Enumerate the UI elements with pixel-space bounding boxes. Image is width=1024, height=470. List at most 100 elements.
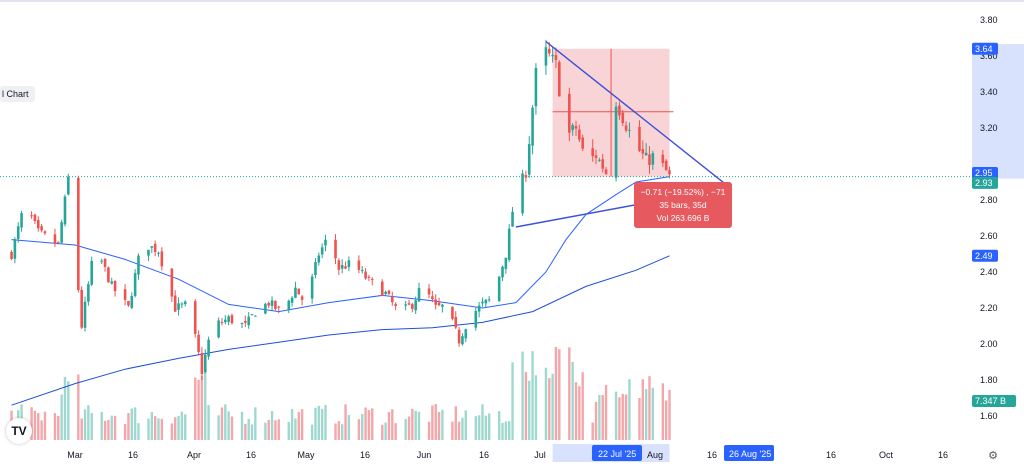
candle-body[interactable] (441, 304, 444, 307)
candle-body[interactable] (57, 241, 60, 243)
candle-body[interactable] (511, 211, 514, 227)
candle-body[interactable] (507, 228, 511, 260)
gear-icon[interactable]: ⚙ (988, 450, 998, 462)
candle-body[interactable] (367, 276, 371, 278)
candle-body[interactable] (477, 305, 481, 312)
candle-body[interactable] (614, 106, 618, 178)
candle-body[interactable] (294, 287, 297, 298)
candle-body[interactable] (347, 260, 351, 268)
candle-body[interactable] (668, 170, 671, 175)
candle-body[interactable] (568, 93, 571, 133)
candle-body[interactable] (53, 234, 57, 244)
candle-body[interactable] (267, 302, 271, 306)
candle-body[interactable] (133, 273, 137, 297)
candle-body[interactable] (434, 299, 438, 305)
candle-body[interactable] (598, 159, 601, 161)
candle-body[interactable] (534, 68, 538, 107)
candle-body[interactable] (43, 231, 47, 234)
candle-body[interactable] (451, 306, 454, 319)
candle-body[interactable] (581, 137, 584, 149)
candle-body[interactable] (464, 329, 468, 339)
candle-body[interactable] (437, 302, 441, 306)
candle-body[interactable] (147, 249, 150, 256)
candle-body[interactable] (197, 334, 200, 353)
candle-body[interactable] (547, 48, 551, 54)
candle-body[interactable] (648, 154, 651, 166)
candle-body[interactable] (87, 284, 90, 302)
candle-body[interactable] (527, 144, 531, 175)
candle-body[interactable] (414, 300, 417, 311)
candle-body[interactable] (274, 300, 277, 310)
candle-body[interactable] (558, 62, 561, 97)
candle-body[interactable] (628, 129, 631, 131)
candle-body[interactable] (173, 295, 177, 312)
candle-body[interactable] (113, 281, 117, 292)
candle-body[interactable] (370, 278, 374, 280)
candle-body[interactable] (334, 239, 337, 259)
candle-body[interactable] (484, 299, 488, 304)
candle-body[interactable] (481, 301, 484, 304)
candle-body[interactable] (314, 262, 317, 275)
candle-body[interactable] (344, 266, 347, 269)
candle-body[interactable] (571, 125, 574, 131)
candles[interactable] (10, 39, 671, 380)
candle-body[interactable] (380, 281, 384, 297)
candle-body[interactable] (224, 319, 227, 323)
candle-body[interactable] (83, 301, 87, 328)
candle-body[interactable] (644, 152, 648, 156)
candle-body[interactable] (217, 320, 220, 338)
candle-body[interactable] (264, 303, 267, 314)
candle-body[interactable] (417, 288, 421, 302)
candle-body[interactable] (664, 160, 668, 171)
candle-body[interactable] (207, 339, 210, 357)
candle-body[interactable] (601, 159, 605, 169)
candle-body[interactable] (411, 304, 414, 309)
candle-body[interactable] (200, 352, 204, 374)
candle-body[interactable] (230, 315, 234, 324)
candle-body[interactable] (80, 289, 83, 328)
candle-body[interactable] (137, 255, 140, 275)
candle-body[interactable] (641, 149, 645, 154)
candle-body[interactable] (67, 176, 70, 195)
candle-body[interactable] (63, 196, 67, 225)
candle-body[interactable] (220, 322, 224, 324)
candle-body[interactable] (320, 247, 324, 255)
candle-body[interactable] (227, 316, 230, 322)
candle-body[interactable] (487, 299, 491, 301)
trendline-upper[interactable] (545, 41, 731, 188)
candle-body[interactable] (391, 296, 394, 303)
candle-body[interactable] (250, 314, 254, 316)
candle-body[interactable] (394, 304, 397, 306)
candle-body[interactable] (60, 222, 63, 243)
candle-body[interactable] (177, 303, 180, 310)
candle-body[interactable] (340, 264, 344, 269)
candle-body[interactable] (578, 129, 581, 140)
candle-body[interactable] (16, 226, 20, 239)
candle-body[interactable] (10, 251, 13, 259)
candle-body[interactable] (604, 169, 608, 175)
candle-body[interactable] (591, 148, 594, 157)
candle-body[interactable] (384, 291, 387, 295)
x-axis[interactable]: Mar 16 Apr 16 May 16 Jun 16 Jul Aug 16 16 Oct 16 (67, 450, 948, 460)
candle-body[interactable] (594, 155, 598, 158)
candle-body[interactable] (504, 257, 508, 269)
candle-body[interactable] (357, 260, 361, 270)
candle-body[interactable] (457, 329, 461, 344)
candle-body[interactable] (277, 306, 281, 308)
candle-body[interactable] (387, 290, 391, 295)
candle-body[interactable] (317, 255, 321, 263)
candle-body[interactable] (521, 173, 524, 214)
candle-body[interactable] (337, 260, 341, 270)
candle-body[interactable] (474, 311, 478, 328)
candle-body[interactable] (33, 214, 37, 222)
candle-body[interactable] (20, 213, 23, 228)
candle-body[interactable] (270, 300, 274, 306)
candle-body[interactable] (661, 154, 665, 164)
candle-body[interactable] (624, 125, 628, 131)
candle-body[interactable] (621, 112, 625, 124)
candle-body[interactable] (324, 239, 327, 246)
candle-body[interactable] (157, 252, 160, 254)
candle-body[interactable] (360, 270, 364, 272)
candle-body[interactable] (431, 296, 434, 300)
candle-body[interactable] (244, 320, 247, 323)
